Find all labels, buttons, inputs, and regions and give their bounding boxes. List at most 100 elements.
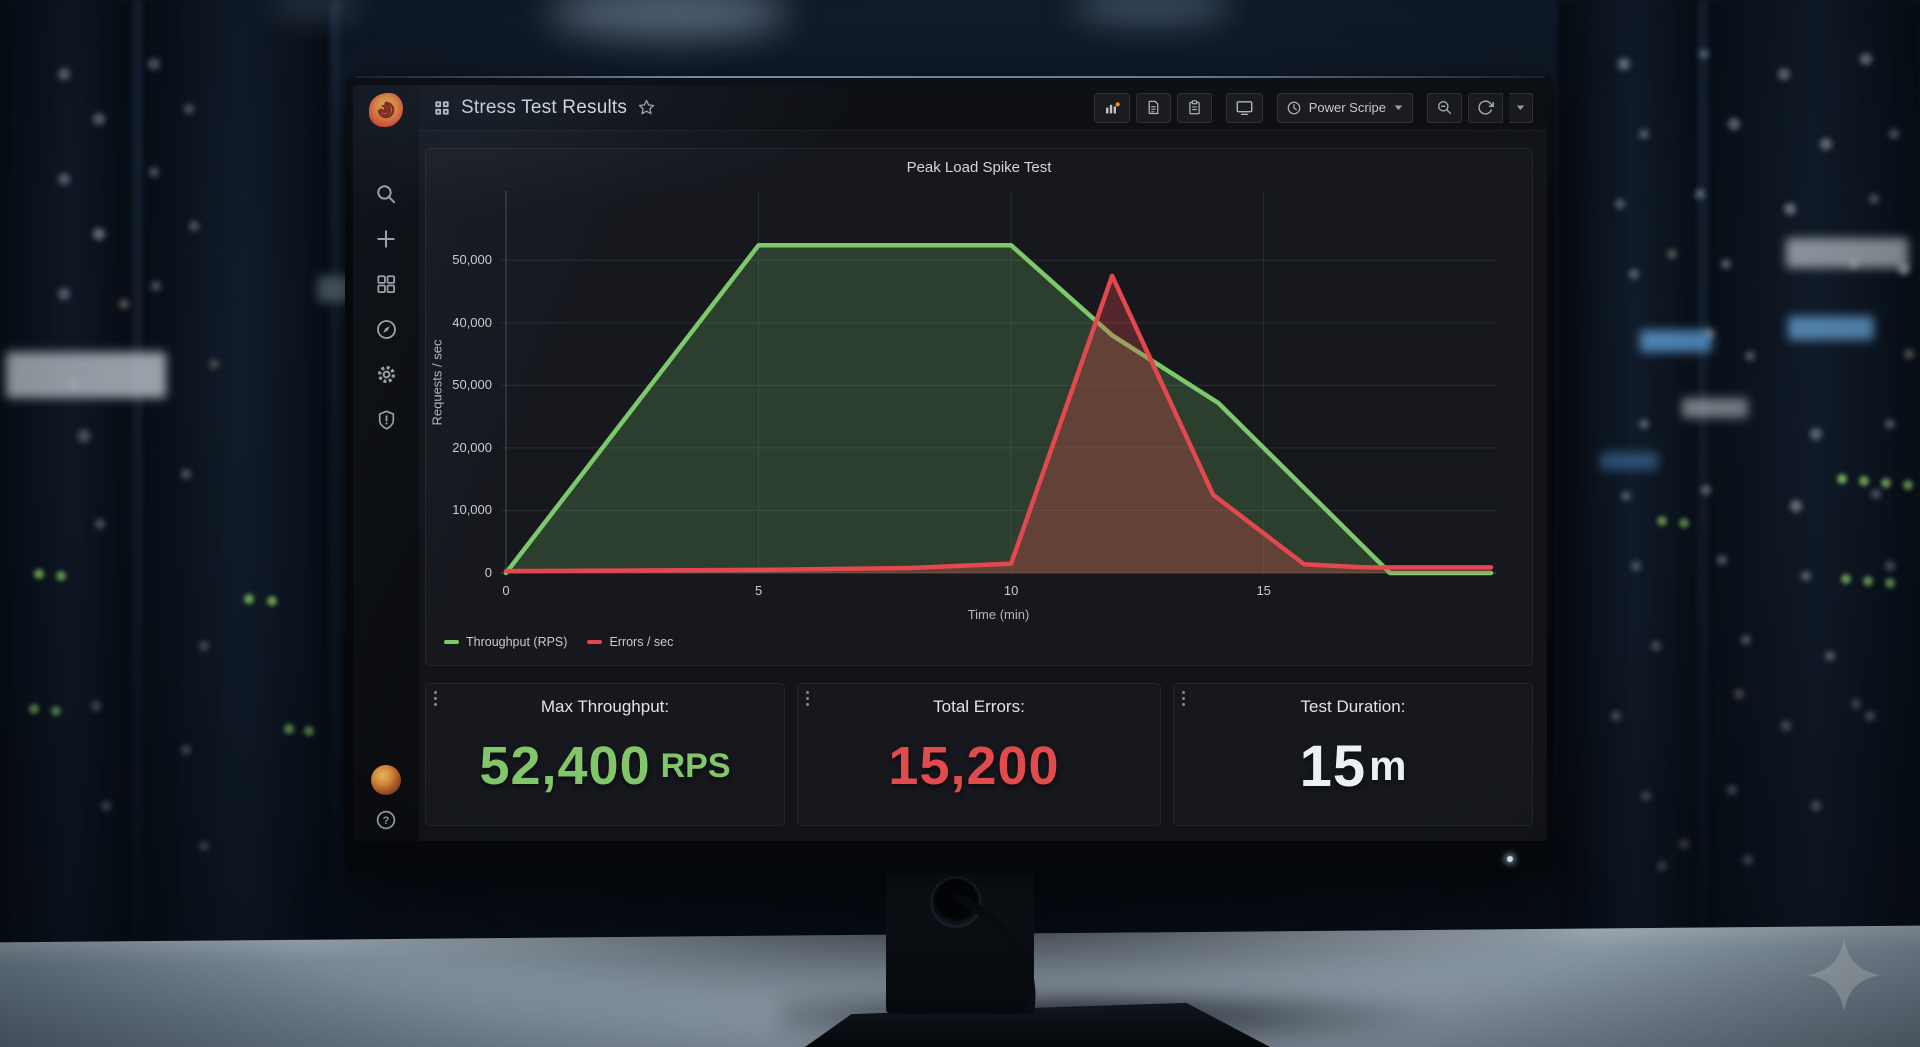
panel-menu-kebab-icon[interactable] <box>806 691 809 706</box>
sparkle-watermark-icon <box>1807 938 1881 1012</box>
stat-value-row: 52,400 RPS <box>479 717 730 825</box>
dashboard-topbar: Stress Test Results <box>419 85 1547 131</box>
stat-title: Max Throughput: <box>540 697 670 716</box>
legend-label: Errors / sec <box>609 635 674 649</box>
sidebar-item-add[interactable] <box>373 226 399 252</box>
y-tick-label: 40,000 <box>452 314 492 330</box>
monitor-screen: ? <box>353 85 1547 841</box>
x-tick-label: 15 <box>1256 583 1271 598</box>
gear-icon <box>377 365 395 383</box>
stat-panel-max-throughput: Max Throughput: 52,400 RPS <box>425 683 785 826</box>
panel-menu-kebab-icon[interactable] <box>434 691 437 706</box>
chart-legend: Throughput (RPS) Errors / sec <box>444 635 673 649</box>
rack-label-light-blue <box>1788 316 1874 340</box>
chart-panel: Peak Load Spike Test Requests / sec 0 10,… <box>425 148 1533 666</box>
favorite-star-icon[interactable] <box>637 98 656 117</box>
user-avatar[interactable] <box>371 765 401 795</box>
logo-spiral-icon <box>377 101 395 119</box>
stat-title: Test Duration: <box>1300 697 1406 716</box>
sidebar-item-settings[interactable] <box>373 361 399 387</box>
x-tick-label: 5 <box>754 583 763 598</box>
x-tick-label: 0 <box>502 583 510 598</box>
rack-label-light-blue <box>1640 330 1712 352</box>
stat-value-row: 15,200 <box>888 717 1069 825</box>
refresh-button[interactable] <box>1468 92 1503 123</box>
stat-panel-total-errors: Total Errors: 15,200 <box>797 683 1161 826</box>
legend-swatch <box>444 640 459 644</box>
y-axis-ticks: 0 10,000 20,000 50,000 40,000 50,000 <box>426 185 496 580</box>
caret-down-icon <box>1516 105 1525 111</box>
plus-icon <box>377 230 395 248</box>
y-tick-label: 0 <box>484 565 492 580</box>
rack-label-light <box>1682 398 1748 418</box>
ceiling-light <box>270 0 360 20</box>
sidebar-item-search[interactable] <box>373 181 399 207</box>
rack-label-light-blue <box>1600 452 1658 470</box>
rack-label-light <box>6 352 166 398</box>
snapshot-button[interactable] <box>1176 92 1212 123</box>
panel-menu-kebab-icon[interactable] <box>1182 691 1185 706</box>
power-led <box>1507 856 1513 862</box>
search-icon <box>377 185 396 204</box>
stat-value: 52,400 <box>479 736 651 796</box>
document-icon <box>1148 100 1159 115</box>
rack-label-light <box>1786 238 1908 268</box>
stat-value: 15,200 <box>888 736 1060 796</box>
shield-icon <box>378 409 394 430</box>
server-rack <box>1558 0 1708 960</box>
x-axis-ticks: 0 5 10 15 <box>501 583 1496 599</box>
tv-monitor-icon <box>1236 101 1253 116</box>
clipboard-icon <box>1188 100 1200 115</box>
add-panel-button[interactable] <box>1093 92 1130 123</box>
time-range-picker[interactable]: Power Scripe <box>1276 92 1413 123</box>
sidebar-item-dashboards[interactable] <box>373 271 399 297</box>
legend-item[interactable]: Throughput (RPS) <box>444 635 567 649</box>
legend-item[interactable]: Errors / sec <box>587 635 673 649</box>
rack-seam <box>1698 0 1708 940</box>
ceiling-light <box>1072 0 1232 24</box>
compass-icon <box>376 319 396 339</box>
dashboard-title[interactable]: Stress Test Results <box>461 96 628 118</box>
stat-unit: m <box>1369 742 1407 789</box>
tv-mode-button[interactable] <box>1225 92 1263 123</box>
y-tick-label: 50,000 <box>452 377 492 393</box>
chart-plot[interactable] <box>501 185 1496 579</box>
dashboard-body: Peak Load Spike Test Requests / sec 0 10,… <box>419 131 1547 841</box>
legend-swatch <box>587 640 603 644</box>
sidebar-item-admin[interactable] <box>373 406 399 432</box>
server-rack <box>142 0 337 960</box>
rack-seam <box>330 0 340 940</box>
magnifier-icon <box>1438 101 1452 115</box>
clock-icon <box>1287 101 1301 114</box>
svg-text:?: ? <box>383 815 390 827</box>
zoom-out-button[interactable] <box>1427 92 1462 123</box>
sidebar-item-explore[interactable] <box>373 316 399 342</box>
stat-panel-test-duration: Test Duration: 15 m <box>1173 683 1533 826</box>
grafana-sidebar: ? <box>353 85 420 841</box>
y-tick-label: 20,000 <box>452 439 492 455</box>
stat-value-row: 15 m <box>1300 717 1407 825</box>
rack-seam <box>132 0 142 940</box>
time-range-label: Power Scripe <box>1308 100 1386 115</box>
x-tick-label: 10 <box>1003 583 1019 598</box>
grafana-logo[interactable] <box>369 93 403 127</box>
server-rack <box>1706 0 1920 960</box>
chart-panel-title[interactable]: Peak Load Spike Test <box>906 159 1052 176</box>
dashboards-grid-icon <box>377 275 396 294</box>
refresh-interval-caret[interactable] <box>1509 92 1533 123</box>
cable-routing-hole <box>930 876 982 928</box>
save-dashboard-button[interactable] <box>1135 92 1171 123</box>
panel-chart-icon <box>1105 101 1120 113</box>
server-rack <box>0 0 138 960</box>
y-tick-label: 50,000 <box>452 252 492 268</box>
stat-value: 15 <box>1299 733 1367 799</box>
bokeh-led-lights-green <box>0 0 8 8</box>
sidebar-item-help[interactable]: ? <box>373 807 399 833</box>
y-tick-label: 10,000 <box>452 502 492 518</box>
dashboard-grid-icon[interactable] <box>433 99 451 117</box>
stat-panels-row: Max Throughput: 52,400 RPS Total Errors:… <box>425 683 1533 826</box>
stat-title: Total Errors: <box>933 697 1025 716</box>
stat-unit: RPS <box>660 746 731 785</box>
refresh-icon <box>1478 100 1494 115</box>
